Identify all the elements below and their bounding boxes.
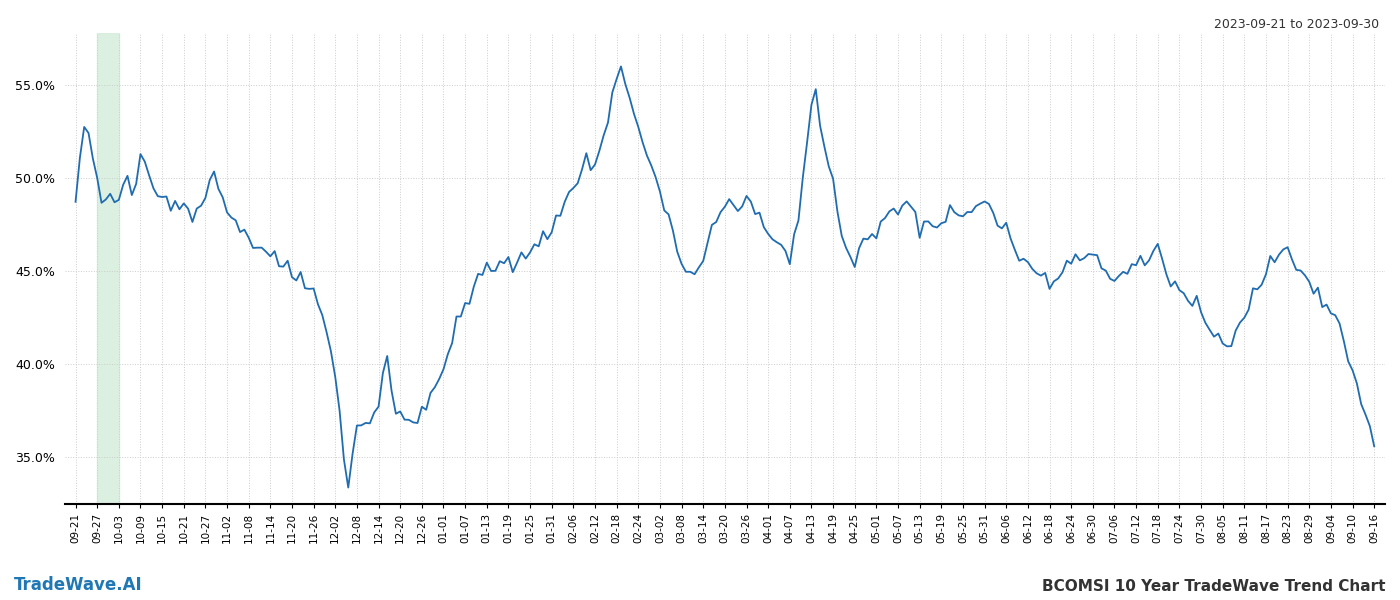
- Text: 2023-09-21 to 2023-09-30: 2023-09-21 to 2023-09-30: [1214, 18, 1379, 31]
- Text: TradeWave.AI: TradeWave.AI: [14, 576, 143, 594]
- Bar: [97, 33, 119, 504]
- Text: BCOMSI 10 Year TradeWave Trend Chart: BCOMSI 10 Year TradeWave Trend Chart: [1043, 579, 1386, 594]
